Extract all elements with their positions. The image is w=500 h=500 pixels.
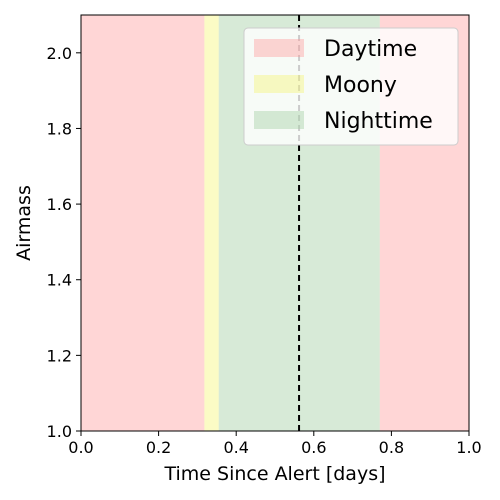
x-tick-label: 1.0	[456, 438, 481, 457]
y-tick-label: 1.0	[47, 422, 72, 441]
legend-swatch-moony	[254, 75, 304, 93]
x-tick-label: 0.8	[379, 438, 404, 457]
y-tick-label: 1.2	[47, 346, 72, 365]
x-tick-label: 0.6	[301, 438, 326, 457]
legend: Daytime Moony Nighttime	[243, 27, 459, 146]
legend-label-moony: Moony	[324, 73, 397, 98]
band-moony-0	[204, 15, 219, 431]
legend-label-daytime: Daytime	[324, 37, 417, 62]
band-daytime-0	[81, 15, 205, 431]
x-axis-ticks: 0.0 0.2 0.4 0.6 0.8 1.0	[68, 431, 482, 457]
y-axis-ticks: 1.0 1.2 1.4 1.6 1.8 2.0	[47, 44, 81, 441]
x-tick-label: 0.4	[223, 438, 248, 457]
legend-frame	[243, 27, 459, 146]
legend-label-nighttime: Nighttime	[324, 109, 433, 134]
y-tick-label: 1.4	[47, 271, 72, 290]
y-tick-label: 1.8	[47, 119, 72, 138]
legend-swatch-daytime	[254, 39, 304, 57]
plot-frame	[80, 14, 470, 432]
x-tick-label: 0.0	[68, 438, 93, 457]
legend-swatch-nighttime	[254, 111, 304, 129]
x-axis-label: Time Since Alert [days]	[163, 463, 385, 485]
x-tick-label: 0.2	[146, 438, 171, 457]
y-axis-label: Airmass	[13, 185, 35, 261]
y-tick-label: 1.6	[47, 195, 72, 214]
y-tick-label: 2.0	[47, 44, 72, 63]
